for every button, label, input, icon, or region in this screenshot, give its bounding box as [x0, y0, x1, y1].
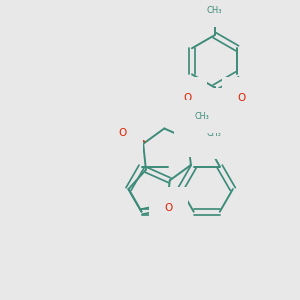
Text: N: N [191, 131, 199, 141]
Text: O: O [238, 93, 246, 103]
Text: CH₃: CH₃ [194, 112, 209, 121]
Text: O: O [183, 93, 191, 103]
Text: H: H [207, 133, 214, 143]
Text: O: O [164, 202, 172, 213]
Text: S: S [211, 107, 219, 120]
Text: CH₃: CH₃ [207, 6, 222, 15]
Text: CH₃: CH₃ [206, 129, 221, 138]
Text: O: O [119, 128, 127, 138]
